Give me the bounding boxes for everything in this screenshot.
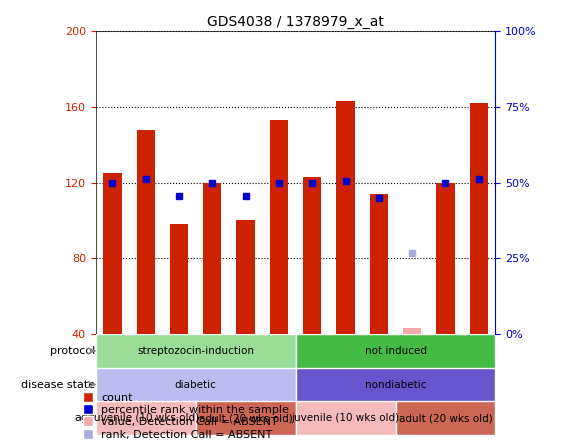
Text: juvenile (10 wks old): juvenile (10 wks old)	[92, 413, 200, 423]
Bar	[136, 130, 155, 334]
Bar	[296, 401, 396, 435]
Bar	[336, 101, 355, 334]
Text: adult (20 wks old): adult (20 wks old)	[199, 413, 293, 423]
Text: nondiabetic: nondiabetic	[365, 380, 426, 390]
Text: streptozocin-induction: streptozocin-induction	[137, 346, 254, 356]
Bar	[236, 221, 255, 334]
Text: diabetic: diabetic	[175, 380, 217, 390]
Bar	[96, 401, 196, 435]
Bar	[196, 401, 296, 435]
Bar	[203, 182, 221, 334]
Text: adult (20 wks old): adult (20 wks old)	[399, 413, 493, 423]
Bar	[270, 120, 288, 334]
Text: protocol: protocol	[50, 346, 95, 356]
Text: juvenile (10 wks old): juvenile (10 wks old)	[292, 413, 400, 423]
Bar	[296, 334, 495, 368]
Bar	[403, 329, 421, 334]
Title: GDS4038 / 1378979_x_at: GDS4038 / 1378979_x_at	[207, 15, 384, 29]
Legend: count, percentile rank within the sample, value, Detection Call = ABSENT, rank, : count, percentile rank within the sample…	[79, 388, 293, 444]
Bar	[303, 177, 321, 334]
Bar	[296, 368, 495, 401]
Text: age: age	[74, 413, 95, 423]
Text: not induced: not induced	[364, 346, 427, 356]
Bar	[96, 368, 296, 401]
Bar	[436, 182, 455, 334]
Bar	[470, 103, 488, 334]
Bar	[96, 334, 296, 368]
Bar	[396, 401, 495, 435]
Bar	[370, 194, 388, 334]
Bar	[103, 173, 122, 334]
Bar	[170, 224, 188, 334]
Text: disease state: disease state	[21, 380, 95, 390]
